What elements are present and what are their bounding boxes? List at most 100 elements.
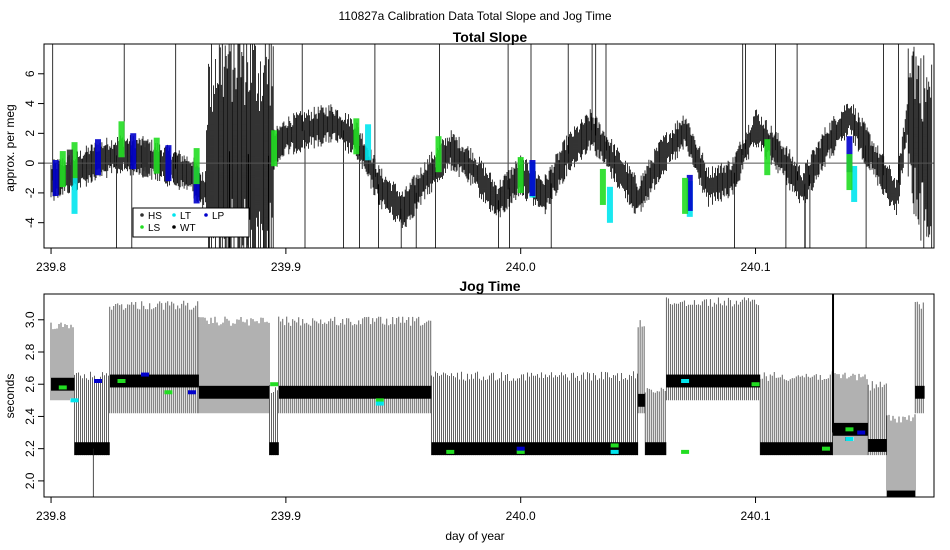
legend-label-ls: LS <box>148 223 161 234</box>
jog-base-band <box>278 385 432 399</box>
total-slope-panel: Total Slope 239.8 239.9 240.0 240.1 -4 -2 0 2 4 6… <box>3 29 935 274</box>
jog-time-xtick-label: 239.8 <box>36 509 66 523</box>
ls-cluster <box>271 130 278 167</box>
jog-base-band <box>431 442 639 456</box>
total-slope-legend: HS LT LP LS WT <box>132 207 250 238</box>
legend-marker-hs <box>140 213 144 217</box>
total-slope-ytick-label: -2 <box>23 187 37 198</box>
jog-errorbar-trace <box>74 371 109 456</box>
jog-errorbar-trace <box>759 371 833 456</box>
ls-cluster <box>846 154 853 191</box>
jog-base-band <box>645 442 667 456</box>
jog-errorbar-trace <box>886 414 916 497</box>
legend-marker-lp <box>204 213 208 217</box>
ls-cluster <box>764 139 771 176</box>
total-slope-ytick-label: 4 <box>23 100 37 107</box>
ls-marker <box>164 390 173 395</box>
jog-errorbar-trace <box>637 320 645 414</box>
legend-label-wt: WT <box>180 223 196 234</box>
jog-time-ytick-label: 2.6 <box>23 376 37 393</box>
total-slope-xtick-label: 240.0 <box>506 260 536 274</box>
ls-cluster <box>153 137 160 174</box>
jog-base-band <box>868 439 888 452</box>
jog-errorbar-trace <box>867 381 887 456</box>
jog-time-data <box>50 294 925 497</box>
lt-marker <box>610 449 619 454</box>
jog-base-band <box>198 385 270 399</box>
total-slope-ytick-label: 2 <box>23 130 37 137</box>
ls-cluster <box>59 151 66 188</box>
total-slope-ylabel: approx. per meg <box>3 104 17 191</box>
jog-errorbar-trace <box>644 387 666 456</box>
ls-marker <box>516 449 525 454</box>
jog-time-xtick-label: 240.0 <box>506 509 536 523</box>
lt-marker <box>845 437 854 441</box>
lt-cluster <box>71 177 78 214</box>
jog-base-band <box>887 490 916 497</box>
total-slope-xtick-label: 240.1 <box>741 260 771 274</box>
legend-marker-ls <box>140 225 144 229</box>
jog-errorbar-trace <box>431 371 638 456</box>
jog-time-xtick-label: 239.9 <box>271 509 301 523</box>
lp-cluster <box>165 145 172 182</box>
jog-time-frame <box>43 293 935 498</box>
wt-errorbar-trace <box>50 44 933 248</box>
lt-marker <box>375 401 384 406</box>
legend-box <box>132 207 250 238</box>
jog-time-title: Jog Time <box>459 278 520 294</box>
ls-marker <box>751 382 760 387</box>
total-slope-ytick-label: -4 <box>23 217 37 228</box>
lp-cluster <box>130 133 137 170</box>
jog-errorbar-trace <box>269 385 278 456</box>
lt-cluster <box>851 165 858 202</box>
lp-cluster <box>686 174 693 211</box>
lt-cluster <box>606 186 613 223</box>
legend-label-hs: HS <box>148 211 162 222</box>
lp-cluster <box>52 160 59 197</box>
ls-marker <box>270 382 279 387</box>
ls-marker <box>375 398 384 403</box>
jog-base-band <box>666 374 761 388</box>
jog-time-ytick-label: 2.8 <box>23 343 37 360</box>
ls-marker <box>446 449 455 454</box>
lp-marker <box>857 430 866 435</box>
ls-cluster <box>599 168 606 205</box>
lp-marker <box>187 390 196 395</box>
hs-cluster <box>66 149 73 186</box>
ls-marker <box>821 446 830 451</box>
total-slope-axes: 239.8 239.9 240.0 240.1 -4 -2 0 2 4 6 <box>23 43 935 274</box>
jog-time-ytick-label: 2.0 <box>23 472 37 489</box>
jog-base-band <box>51 377 75 391</box>
ls-marker <box>845 427 854 432</box>
total-slope-ytick-label: 0 <box>23 159 37 166</box>
jog-time-panel: Jog Time 239.8 239.9 240.0 240.1 2.0 2.2 2.4 2.… <box>3 278 935 543</box>
jog-base-band <box>915 385 925 399</box>
ls-cluster <box>517 157 524 194</box>
jog-base-band <box>109 374 199 388</box>
figure-title: 110827a Calibration Data Total Slope and… <box>338 9 611 23</box>
jog-time-xtick-label: 240.1 <box>741 509 771 523</box>
jog-errorbar-trace <box>198 316 270 414</box>
lt-marker <box>70 398 79 403</box>
jog-time-ytick-label: 2.4 <box>23 408 37 425</box>
jog-time-ylabel: seconds <box>3 374 17 419</box>
jog-time-ytick-label: 2.2 <box>23 440 37 457</box>
jog-errorbar-trace <box>50 322 74 401</box>
legend-label-lp: LP <box>212 211 225 222</box>
total-slope-xtick-label: 239.9 <box>271 260 301 274</box>
jog-errorbar-trace <box>278 316 432 414</box>
total-slope-frame <box>43 43 935 249</box>
ls-marker <box>117 379 126 383</box>
total-slope-title: Total Slope <box>453 29 528 45</box>
lp-cluster <box>529 160 536 197</box>
lt-cluster <box>365 124 372 161</box>
ls-cluster <box>435 136 442 173</box>
lp-marker <box>140 372 149 377</box>
legend-marker-wt <box>172 225 176 229</box>
jog-errorbar-trace <box>914 301 924 414</box>
total-slope-data <box>44 44 934 248</box>
ls-cluster <box>71 142 78 179</box>
jog-errorbar-trace <box>665 297 759 401</box>
jog-errorbar-trace <box>832 371 868 456</box>
jog-time-plot <box>50 294 925 497</box>
